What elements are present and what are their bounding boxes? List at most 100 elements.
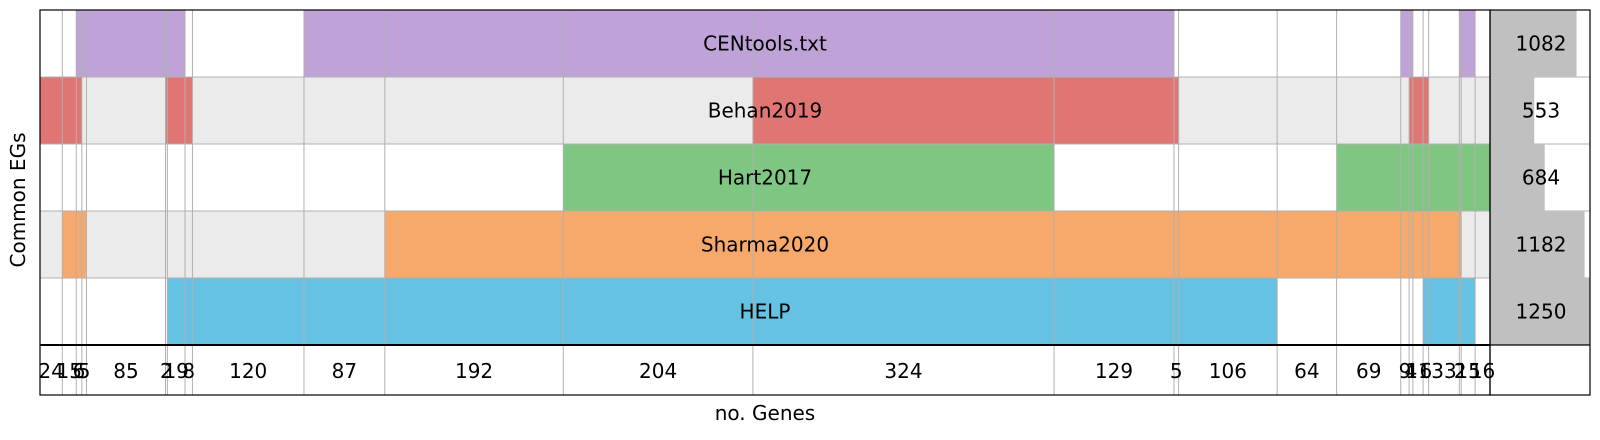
set-label: Hart2017 [718, 166, 812, 190]
set-label: HELP [740, 300, 791, 324]
membership-cell [1400, 144, 1410, 211]
membership-cell [76, 77, 82, 144]
membership-cell [81, 10, 87, 77]
membership-cell [165, 77, 168, 144]
membership-cell [752, 211, 1055, 278]
membership-cell [62, 77, 77, 144]
membership-cell [1400, 211, 1410, 278]
membership-cell [563, 144, 753, 211]
membership-cell [1409, 10, 1413, 77]
membership-cell [563, 10, 753, 77]
membership-cell [86, 10, 166, 77]
chart-frame [39, 9, 1591, 396]
membership-cell [76, 211, 82, 278]
set-total-bar [1490, 144, 1545, 211]
membership-cell [185, 77, 193, 144]
membership-cell [40, 77, 63, 144]
membership-cell [1461, 144, 1476, 211]
set-total-label: 1082 [1516, 32, 1567, 56]
membership-fills [40, 10, 1490, 345]
membership-cell [1409, 211, 1413, 278]
membership-cell [1461, 278, 1476, 345]
segment-count: 129 [1095, 359, 1133, 383]
membership-cell [167, 278, 185, 345]
membership-cell [1423, 278, 1429, 345]
segment-count: 204 [639, 359, 677, 383]
set-total-bar [1490, 10, 1577, 77]
membership-cell [303, 278, 385, 345]
set-total-bar [1490, 278, 1590, 345]
membership-cell [165, 10, 168, 77]
segment-count: 120 [229, 359, 267, 383]
segment-count: 16 [1470, 359, 1495, 383]
membership-cell [384, 278, 564, 345]
segment-count: 5 [78, 359, 91, 383]
membership-cell [1428, 278, 1460, 345]
set-total-label: 1182 [1516, 233, 1567, 257]
membership-cell [167, 77, 185, 144]
membership-cell [752, 278, 1055, 345]
segment-count: 5 [1170, 359, 1183, 383]
set-total-label: 684 [1522, 166, 1560, 190]
membership-cell [1173, 211, 1179, 278]
membership-cell [1277, 211, 1337, 278]
membership-cell [1054, 211, 1174, 278]
set-total-label: 553 [1522, 99, 1560, 123]
membership-cell [1412, 211, 1424, 278]
segment-count: 106 [1209, 359, 1247, 383]
membership-cell [1459, 10, 1462, 77]
membership-cell [303, 10, 385, 77]
segment-count: 9 [1399, 359, 1412, 383]
segment-count: 24 [38, 359, 63, 383]
set-total-label: 1250 [1516, 300, 1567, 324]
membership-cell [563, 278, 753, 345]
membership-cell [1428, 144, 1460, 211]
membership-cell [1173, 77, 1179, 144]
segment-gridlines [40, 10, 1590, 395]
segment-count: 64 [1294, 359, 1319, 383]
segment-count: 324 [884, 359, 922, 383]
membership-cell [1423, 211, 1429, 278]
segment-count: 192 [455, 359, 493, 383]
membership-cell [167, 10, 185, 77]
set-label: CENtools.txt [703, 32, 827, 56]
segment-count: 6 [1419, 359, 1432, 383]
membership-cell [1461, 10, 1476, 77]
membership-cell [76, 10, 82, 77]
membership-cell [752, 144, 1055, 211]
membership-cell [1412, 77, 1424, 144]
segment-count: 4 [1405, 359, 1418, 383]
membership-cell [1428, 211, 1460, 278]
membership-cell [1054, 77, 1174, 144]
membership-cell [1459, 144, 1462, 211]
membership-cell [1178, 211, 1278, 278]
membership-cell [1054, 278, 1174, 345]
membership-cell [752, 10, 1055, 77]
membership-cell [1423, 144, 1429, 211]
set-labels: CENtools.txt Behan2019 Hart2017 Sharma2020 H… [701, 32, 829, 324]
segment-count: 15 [1455, 359, 1480, 383]
membership-cell [563, 211, 753, 278]
membership-cell [1475, 144, 1490, 211]
segment-count: 2 [160, 359, 173, 383]
segment-count: 6 [73, 359, 86, 383]
set-total-bars: 1082 553 684 1182 1250 [1490, 10, 1590, 345]
membership-cell [1336, 211, 1401, 278]
membership-cell [752, 77, 1055, 144]
totals-border [1489, 9, 1591, 396]
segment-count: 33 [1431, 359, 1456, 383]
membership-cell [185, 278, 193, 345]
membership-cell [1173, 278, 1179, 345]
segment-count: 2 [1454, 359, 1467, 383]
set-label: Behan2019 [708, 99, 823, 123]
segment-count: 19 [163, 359, 188, 383]
x-axis-label: no. Genes [715, 401, 815, 425]
membership-cell [1459, 278, 1462, 345]
membership-cell [62, 211, 77, 278]
segment-count: 11 [1405, 359, 1430, 383]
set-total-bar [1490, 211, 1585, 278]
membership-cell [384, 10, 564, 77]
membership-cell [1423, 77, 1429, 144]
